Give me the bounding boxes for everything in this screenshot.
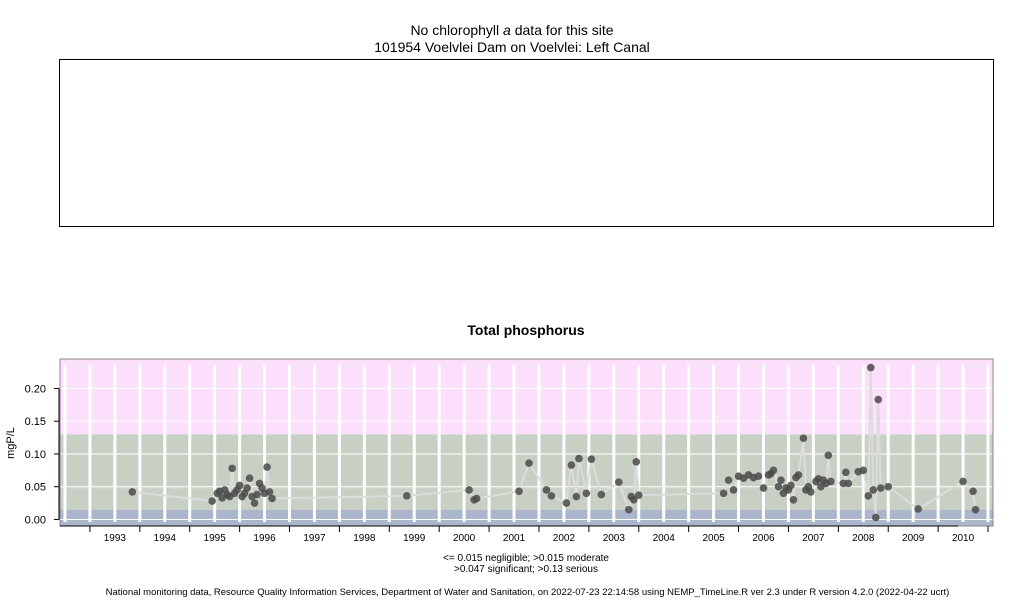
data-point xyxy=(914,505,922,513)
data-point xyxy=(754,472,763,481)
empty-chlorophyll-panel xyxy=(59,59,994,227)
title-text-pre: No chlorophyll xyxy=(410,22,500,38)
data-point xyxy=(724,476,733,484)
data-point xyxy=(842,468,850,477)
x-tick-label: 1997 xyxy=(303,533,326,544)
data-point xyxy=(547,492,556,500)
data-point xyxy=(871,513,880,522)
footer-note: National monitoring data, Resource Quali… xyxy=(105,587,950,598)
band-serious xyxy=(60,359,993,435)
x-tick-label: 2008 xyxy=(852,533,875,544)
data-point xyxy=(827,477,835,486)
x-tick-label: 2005 xyxy=(702,533,725,544)
data-point xyxy=(759,484,768,492)
band-moderate xyxy=(60,488,993,510)
data-point xyxy=(729,486,738,494)
x-tick-label: 1996 xyxy=(253,533,276,544)
data-point xyxy=(615,478,623,486)
y-tick-label: 0.05 xyxy=(25,482,46,494)
data-point xyxy=(632,458,641,466)
data-point xyxy=(876,484,885,492)
data-point xyxy=(263,463,271,471)
data-point xyxy=(562,499,571,507)
data-point xyxy=(624,505,633,514)
data-point xyxy=(250,499,259,507)
x-tick-label: 1995 xyxy=(204,533,227,544)
data-point xyxy=(572,492,581,501)
data-point xyxy=(582,489,591,498)
data-point xyxy=(629,496,638,504)
data-point xyxy=(777,476,785,484)
x-tick-label: 2009 xyxy=(902,533,925,544)
data-point xyxy=(874,395,883,404)
legend-note-line1: <= 0.015 negligible; >0.015 moderate xyxy=(443,553,609,564)
x-tick-label: 1998 xyxy=(353,533,376,544)
data-point xyxy=(799,434,808,443)
data-point xyxy=(884,482,893,491)
x-tick-label: 2001 xyxy=(503,533,526,544)
data-point xyxy=(265,488,274,496)
data-point xyxy=(253,490,261,499)
data-point xyxy=(869,486,878,494)
x-tick-label: 2004 xyxy=(653,533,676,544)
data-point xyxy=(824,451,833,460)
data-point xyxy=(472,494,481,503)
data-point xyxy=(208,497,216,505)
data-point xyxy=(597,490,606,499)
data-point xyxy=(794,471,803,479)
data-point xyxy=(787,481,795,490)
data-point xyxy=(774,482,783,491)
data-point xyxy=(515,487,523,496)
y-tick-label: 0.15 xyxy=(25,416,46,428)
data-point xyxy=(859,466,868,475)
x-tick-label: 1999 xyxy=(403,533,426,544)
x-tick-label: 2006 xyxy=(752,533,775,544)
no-chlorophyll-title: No chlorophyll a data for this site xyxy=(0,22,1024,38)
title-text-post: data for this site xyxy=(514,22,614,38)
data-point xyxy=(542,486,551,494)
x-tick-label: 2000 xyxy=(453,533,476,544)
data-point xyxy=(769,466,778,475)
site-title: 101954 Voelvlei Dam on Voelvlei: Left Ca… xyxy=(374,39,650,55)
title-text-italic: a xyxy=(503,22,511,38)
data-point xyxy=(634,491,643,500)
data-point xyxy=(575,454,583,463)
data-point xyxy=(268,494,276,503)
data-point xyxy=(807,488,815,496)
series-line xyxy=(132,367,977,518)
band-negligible xyxy=(60,509,993,526)
data-point xyxy=(128,488,137,496)
data-point xyxy=(465,486,473,494)
x-tick-label: 1994 xyxy=(154,533,177,544)
data-point xyxy=(235,481,244,490)
y-tick-label: 0.20 xyxy=(25,383,46,395)
data-point xyxy=(587,455,596,464)
data-point xyxy=(567,461,576,469)
y-tick-label: 0.00 xyxy=(25,514,46,526)
data-point xyxy=(844,479,853,488)
x-tick-label: 1993 xyxy=(104,533,127,544)
data-point xyxy=(525,459,533,467)
y-axis-label: mgP/L xyxy=(5,427,17,459)
chart-title: Total phosphorus xyxy=(467,322,585,338)
x-tick-label: 2007 xyxy=(802,533,825,544)
data-point xyxy=(971,505,980,514)
y-tick-label: 0.10 xyxy=(25,449,46,461)
x-tick-label: 2003 xyxy=(603,533,626,544)
x-tick-label: 2010 xyxy=(952,533,975,544)
legend-note-line2: >0.047 significant; >0.13 serious xyxy=(454,564,598,575)
data-point xyxy=(245,474,254,482)
x-tick-label: 2002 xyxy=(553,533,576,544)
data-point xyxy=(969,487,977,496)
data-point xyxy=(864,492,873,500)
data-point xyxy=(719,489,728,498)
data-point xyxy=(228,464,236,473)
data-point xyxy=(866,363,875,372)
data-point xyxy=(402,492,411,500)
data-point xyxy=(959,477,967,486)
data-point xyxy=(789,496,798,504)
data-point xyxy=(243,484,251,492)
